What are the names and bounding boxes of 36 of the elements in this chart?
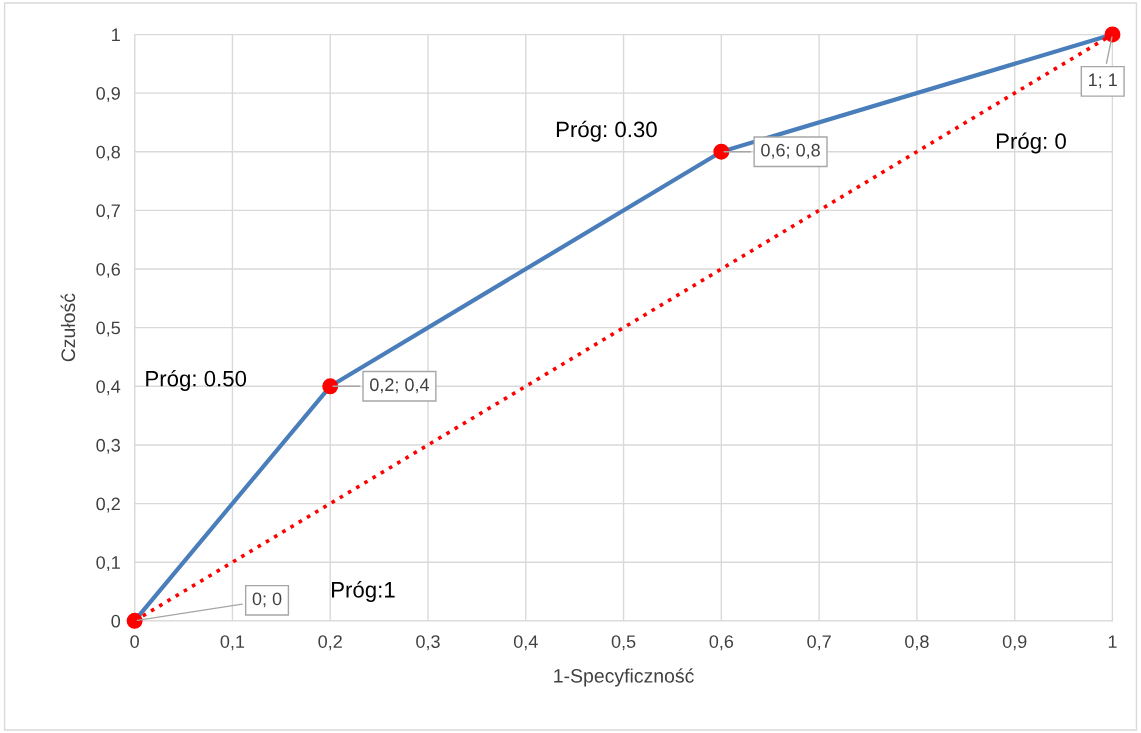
annotation: Próg:1 — [332, 581, 395, 603]
x-tick-label: 0,9 — [1002, 635, 1027, 651]
x-tick-label: 0,4 — [513, 635, 538, 651]
x-tick-label: 0 — [130, 635, 139, 648]
annotation: Próg: 0.30 — [556, 120, 657, 142]
x-tick-label: 0,8 — [905, 635, 929, 651]
y-tick-label: 0,5 — [96, 321, 120, 337]
y-tick-label: 0,2 — [96, 497, 120, 513]
x-tick-label: 0,6 — [709, 635, 734, 651]
point — [713, 143, 730, 160]
x-tick-label: 0,5 — [611, 635, 636, 651]
point — [1104, 26, 1121, 43]
data-label: 0; 0 — [252, 592, 282, 608]
x-tick-label: 0,2 — [318, 635, 342, 651]
y-tick-label: 0,9 — [96, 87, 120, 102]
x-axis-title: 1-Specyficzność — [554, 668, 694, 687]
x-tick-label: 0,7 — [807, 635, 831, 651]
x-tick-label: 0,1 — [220, 635, 245, 651]
y-tick-label: 1 — [112, 28, 120, 41]
y-tick-label: 0,8 — [96, 145, 120, 161]
annotation: Próg: 0.50 — [146, 369, 247, 391]
annotation: Próg: 0 — [996, 132, 1066, 154]
x-tick-label: 1 — [1108, 635, 1117, 648]
y-tick-label: 0,3 — [96, 438, 120, 454]
y-tick-label: 0,7 — [96, 204, 120, 220]
y-axis-title: Czułość — [60, 293, 76, 362]
data-label: 1; 1 — [1089, 73, 1117, 89]
y-tick-label: 0 — [111, 614, 121, 628]
y-tick-label: 0,6 — [96, 262, 120, 278]
data-label: 0,6; 0,8 — [761, 143, 820, 159]
y-tick-label: 0,4 — [96, 380, 121, 396]
point — [322, 378, 339, 395]
data-label: 0,2; 0,4 — [370, 378, 430, 394]
x-tick-label: 0,3 — [416, 635, 440, 651]
point — [126, 612, 143, 629]
y-tick-label: 0,1 — [96, 556, 120, 572]
